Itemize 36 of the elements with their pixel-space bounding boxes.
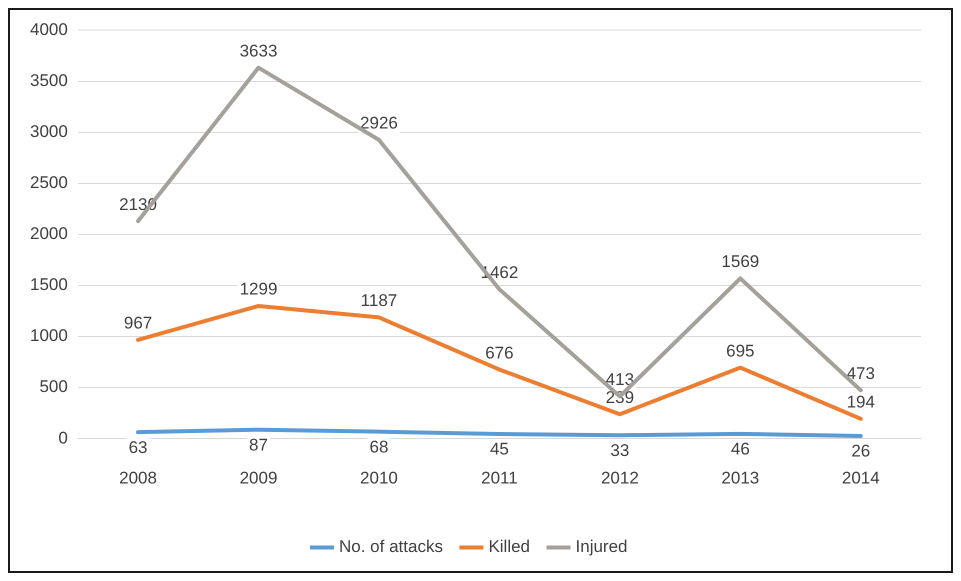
- data-label: 33: [610, 440, 630, 460]
- y-tick-label: 2000: [30, 224, 68, 244]
- data-label: 68: [369, 437, 388, 456]
- legend-label: No. of attacks: [339, 537, 443, 556]
- y-tick-label: 0: [58, 428, 68, 448]
- data-label: 3633: [240, 41, 278, 60]
- x-tick-label: 2008: [119, 468, 157, 488]
- x-tick-label: 2011: [481, 468, 518, 488]
- data-label: 2926: [360, 114, 398, 133]
- data-label: 1299: [240, 280, 278, 299]
- data-label: 695: [726, 341, 755, 360]
- legend-label: Killed: [488, 537, 530, 556]
- y-tick-label: 3000: [30, 122, 68, 141]
- x-tick-label: 2014: [842, 468, 880, 488]
- x-tick-label: 2012: [600, 468, 639, 488]
- y-tick-label: 4000: [30, 20, 68, 39]
- data-label: 26: [851, 442, 870, 461]
- y-tick-label: 3500: [30, 70, 68, 90]
- x-tick-label: 2009: [240, 468, 278, 488]
- data-label: 967: [124, 314, 152, 333]
- data-label: 1569: [721, 252, 760, 272]
- data-label: 1187: [360, 291, 398, 310]
- x-tick-label: 2010: [360, 468, 398, 488]
- data-label: 87: [249, 435, 268, 454]
- y-tick-label: 1500: [30, 275, 68, 294]
- legend-label: Injured: [576, 537, 628, 556]
- data-label: 473: [846, 364, 875, 383]
- data-label: 46: [730, 440, 750, 459]
- y-tick-label: 500: [39, 377, 68, 396]
- data-label: 63: [128, 438, 148, 457]
- data-label: 676: [485, 343, 514, 362]
- y-tick-label: 2500: [30, 173, 68, 192]
- y-tick-label: 1000: [30, 326, 68, 346]
- data-label: 194: [846, 392, 875, 412]
- data-label: 45: [490, 440, 509, 459]
- x-tick-label: 2013: [721, 468, 760, 488]
